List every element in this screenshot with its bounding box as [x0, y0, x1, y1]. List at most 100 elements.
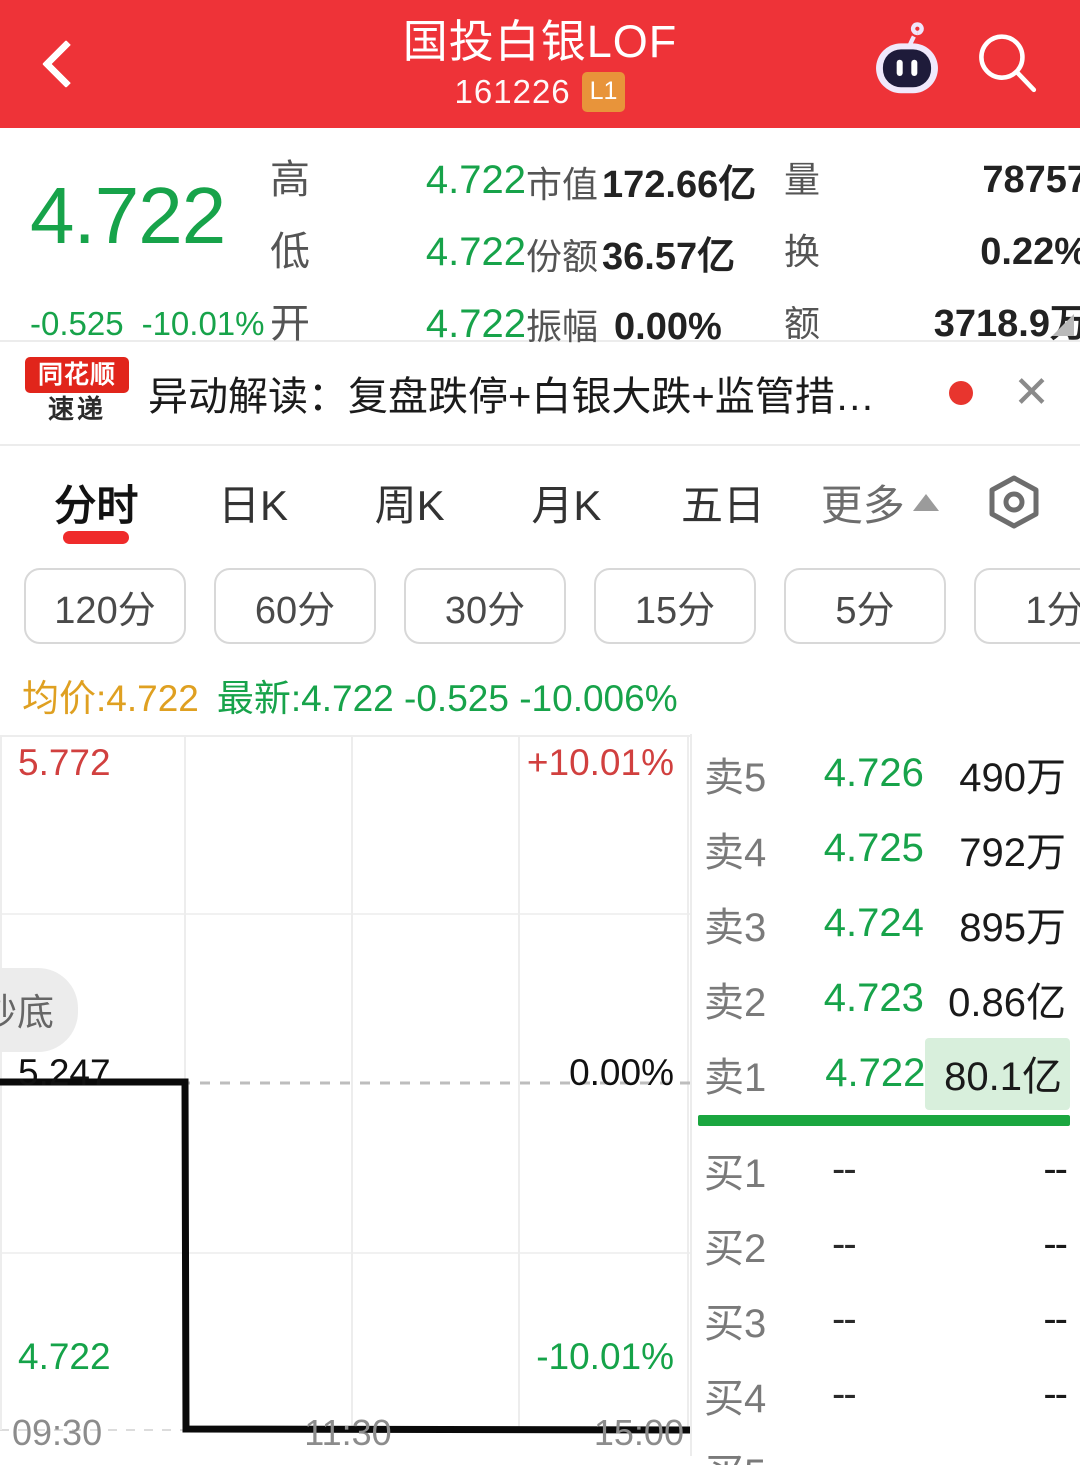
table-row[interactable]: 卖4 4.725 792万 — [692, 811, 1080, 886]
search-icon[interactable] — [970, 26, 1046, 102]
price-change-percent: -10.01% — [141, 305, 265, 342]
amplitude-field: 振幅 0.00% — [526, 298, 784, 350]
buy-3-price: -- — [832, 1297, 857, 1341]
amount-value: 3718.9万 — [933, 303, 1080, 345]
app-header: 国投白银LOF 161226 L1 — [0, 0, 1080, 128]
expand-corner-icon[interactable] — [1052, 314, 1074, 336]
dip-buy-badge[interactable]: 抄底 — [0, 968, 78, 1052]
tab-five-day-label: 五日 — [681, 481, 766, 529]
open-label: 开 — [270, 302, 310, 346]
caret-up-icon — [912, 493, 939, 511]
volume-label: 量 — [784, 159, 821, 200]
tab-weekly-k[interactable]: 周K — [331, 446, 488, 558]
ths-logo-bottom: 速递 — [47, 394, 106, 424]
last-price: 4.722 — [30, 171, 226, 260]
amplitude-value: 0.00% — [614, 306, 722, 348]
intraday-chart[interactable]: 5.772 +10.01% 5.247 0.00% 4.722 -10.01% … — [0, 734, 690, 1456]
minute-interval-chips: 120分 60分 30分 15分 5分 1分 — [0, 558, 1080, 654]
back-button[interactable] — [0, 0, 120, 128]
chip-60min[interactable]: 60分 — [214, 568, 376, 644]
latest-price-legend: 最新:4.722 -0.525 -10.006% — [216, 678, 678, 719]
tab-more[interactable]: 更多 — [801, 446, 958, 558]
sell-2-label: 卖2 — [704, 980, 767, 1025]
market-cap-field: 市值 172.66亿 — [526, 153, 784, 208]
shares-value: 36.57亿 — [602, 235, 736, 278]
turnover-value: 0.22% — [980, 231, 1080, 273]
sell-5-label: 卖5 — [704, 755, 767, 800]
active-tab-underline — [63, 531, 130, 544]
high-value: 4.722 — [425, 158, 526, 202]
sell-1-volume: 80.1亿 — [925, 1037, 1070, 1110]
buy-1-price: -- — [832, 1147, 857, 1191]
header-actions — [864, 0, 1080, 128]
ths-logo-top: 同花顺 — [25, 357, 129, 393]
robot-assistant-icon[interactable] — [864, 21, 950, 107]
sell-4-volume: 792万 — [959, 830, 1066, 875]
chip-30min[interactable]: 30分 — [404, 568, 566, 644]
chart-settings-button[interactable] — [958, 470, 1070, 534]
market-cap-label: 市值 — [526, 163, 599, 205]
tab-monthly-k[interactable]: 月K — [488, 446, 645, 558]
time-tick-midday: 11:30 — [304, 1412, 392, 1453]
buy-5-price: -- — [822, 1447, 916, 1465]
table-row[interactable]: 卖3 4.724 895万 — [692, 886, 1080, 961]
stock-code-row: 161226 L1 — [455, 72, 626, 112]
chip-15min[interactable]: 15分 — [594, 568, 756, 644]
news-banner[interactable]: 同花顺 速递 异动解读：复盘跌停+白银大跌+监管措… ✕ — [0, 342, 1080, 446]
buy-4-label: 买4 — [704, 1376, 767, 1421]
ths-express-logo: 同花顺 速递 — [24, 357, 130, 429]
buy-1-volume: -- — [1043, 1147, 1068, 1191]
orderbook-divider — [698, 1115, 1070, 1126]
buy-1-label: 买1 — [704, 1151, 767, 1196]
table-row[interactable]: 卖1 4.722 80.1亿 — [692, 1036, 1080, 1111]
chip-5min[interactable]: 5分 — [784, 568, 946, 644]
close-icon[interactable]: ✕ — [1013, 368, 1050, 417]
chart-and-orderbook: 5.772 +10.01% 5.247 0.00% 4.722 -10.01% … — [0, 734, 1080, 1465]
tab-fenshi[interactable]: 分时 — [18, 446, 175, 558]
sell-4-label: 卖4 — [704, 830, 767, 875]
sell-1-price: 4.722 — [825, 1051, 926, 1095]
volume-value: 78757 — [982, 159, 1080, 201]
chart-legend: 均价:4.722 最新:4.722 -0.525 -10.006% — [0, 654, 1080, 734]
price-change-block: -0.525 -10.01% — [18, 305, 270, 343]
average-price-legend: 均价:4.722 — [22, 678, 199, 719]
sell-3-label: 卖3 — [704, 905, 767, 950]
buy-4-volume: -- — [1043, 1372, 1068, 1416]
table-row[interactable]: 卖2 4.723 0.86亿 — [692, 961, 1080, 1036]
chevron-left-icon — [41, 39, 91, 89]
table-row[interactable]: 卖5 4.726 490万 — [692, 736, 1080, 811]
sell-4-price: 4.725 — [823, 826, 924, 870]
tab-monthly-k-label: 月K — [531, 481, 602, 529]
low-label: 低 — [270, 230, 310, 274]
table-row[interactable]: 买4 -- -- — [692, 1357, 1080, 1432]
hexagon-settings-icon — [989, 475, 1039, 529]
open-value: 4.722 — [425, 302, 526, 346]
turnover-label: 换 — [784, 231, 821, 272]
unread-dot-icon — [949, 381, 974, 405]
chip-120min[interactable]: 120分 — [24, 568, 186, 644]
tab-more-label: 更多 — [820, 481, 905, 529]
buy-5-label: 买5 — [704, 1441, 822, 1465]
shares-field: 份额 36.57亿 — [526, 225, 784, 280]
chart-canvas — [0, 735, 690, 1434]
buy-3-label: 买3 — [704, 1301, 767, 1346]
news-headline[interactable]: 异动解读：复盘跌停+白银大跌+监管措… — [148, 375, 875, 419]
buy-2-volume: -- — [1043, 1222, 1068, 1266]
tab-five-day[interactable]: 五日 — [645, 446, 802, 558]
tab-daily-k[interactable]: 日K — [175, 446, 332, 558]
buy-2-label: 买2 — [704, 1226, 767, 1271]
chip-1min[interactable]: 1分 — [974, 568, 1080, 644]
table-row[interactable]: 买1 -- -- — [692, 1132, 1080, 1207]
amplitude-label: 振幅 — [526, 306, 599, 347]
low-value: 4.722 — [425, 230, 526, 274]
sell-5-volume: 490万 — [959, 755, 1066, 800]
table-row[interactable]: 买3 -- -- — [692, 1282, 1080, 1357]
price-change-absolute: -0.525 — [30, 305, 124, 342]
table-row[interactable]: 买5 -- -- — [692, 1432, 1080, 1465]
market-cap-value: 172.66亿 — [602, 163, 757, 206]
table-row[interactable]: 买2 -- -- — [692, 1207, 1080, 1282]
tab-daily-k-label: 日K — [218, 481, 289, 529]
sell-3-price: 4.724 — [823, 901, 924, 945]
page-title: 国投白银LOF — [402, 16, 678, 67]
